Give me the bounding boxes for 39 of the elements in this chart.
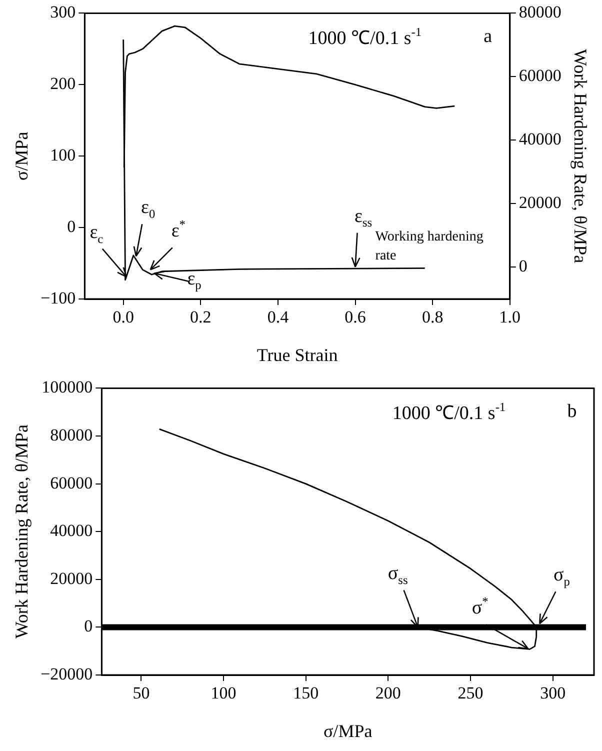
y-tick-label: 0 (67, 217, 76, 236)
y2-tick-label: 0 (518, 256, 528, 276)
x-tick-label: 0.0 (112, 308, 134, 327)
text: a (484, 26, 493, 48)
y2-tick-label: 20000 (518, 193, 562, 212)
y-tick-label: 100000 (42, 378, 93, 397)
x-tick-label: 200 (375, 684, 401, 703)
x-tick-label: 0.8 (422, 308, 444, 327)
x-tick-label: 0.4 (267, 308, 290, 327)
y-axis-title: σ/MPa (12, 132, 32, 180)
y-axis-title: Work Hardening Rate, θ/MPa (12, 424, 32, 639)
text: b (567, 401, 577, 422)
x-tick-label: 0.6 (344, 308, 366, 327)
annotation: σ* (472, 594, 488, 619)
y2-tick-label: 60000 (518, 66, 562, 86)
x-tick-label: 250 (458, 684, 484, 703)
y-tick-label: 40000 (50, 521, 93, 540)
annotation: Working hardening rate (375, 230, 484, 264)
y-tick-label: 100 (50, 146, 76, 165)
annotation: ε* (171, 217, 186, 242)
y-tick-label: 200 (50, 74, 76, 94)
y-tick-label: 300 (50, 2, 76, 22)
x-tick-label: 0.2 (190, 308, 212, 327)
x-tick-label: 1.0 (499, 308, 521, 327)
x-axis-title: σ/MPa (323, 720, 372, 741)
y-tick-label: −20000 (40, 664, 93, 684)
y2-axis-title: Work Hardening Rate, θ/MPa (570, 49, 590, 264)
x-tick-label: 50 (132, 684, 150, 703)
y-tick-label: 60000 (50, 473, 93, 492)
y-tick-label: −100 (40, 288, 76, 308)
y-tick-label: 20000 (50, 568, 93, 588)
x-tick-label: 300 (540, 684, 566, 703)
x-axis-title: True Strain (256, 344, 338, 365)
y2-tick-label: 80000 (518, 2, 562, 22)
y2-tick-label: 40000 (518, 130, 562, 149)
x-tick-label: 150 (293, 684, 319, 703)
y-tick-label: 0 (84, 616, 93, 636)
y-tick-label: 80000 (50, 425, 93, 444)
x-tick-label: 100 (210, 684, 236, 703)
